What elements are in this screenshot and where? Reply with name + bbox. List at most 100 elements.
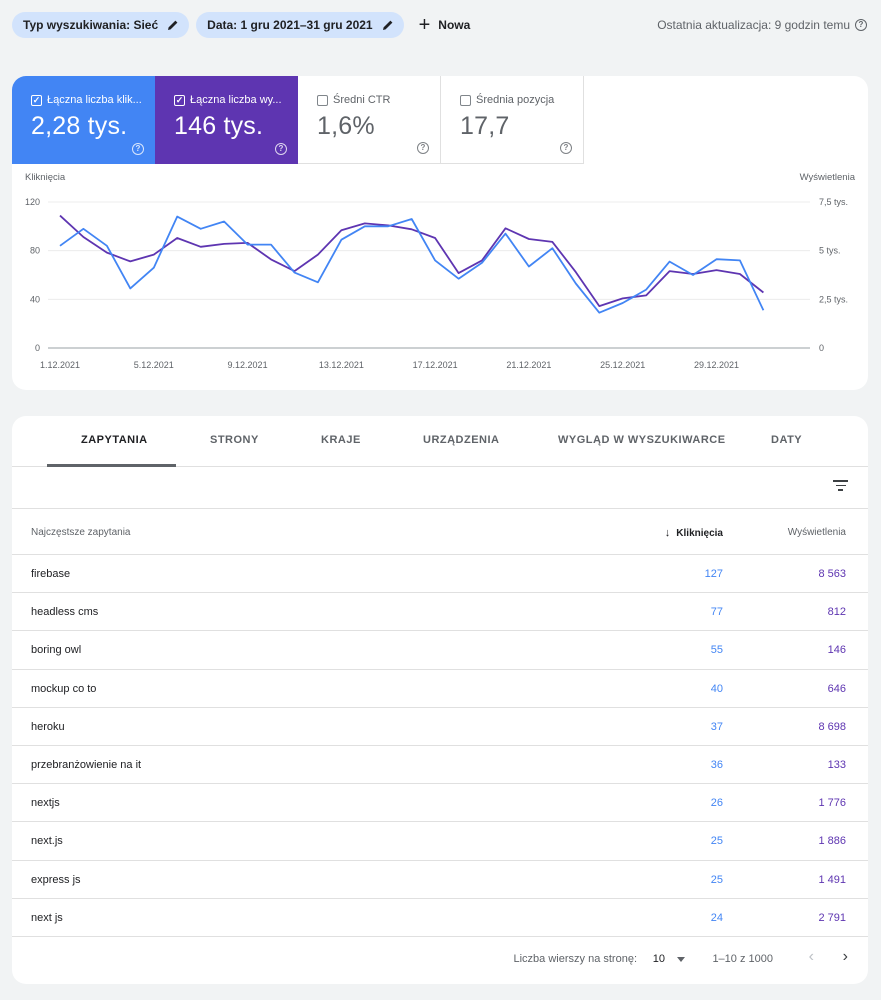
metric-total-clicks[interactable]: ✓ Łączna liczba klik... 2,28 tys. ? bbox=[12, 76, 155, 164]
tab-countries[interactable]: KRAJE bbox=[321, 434, 361, 446]
tab-search-appearance[interactable]: WYGLĄD W WYSZUKIWARCE bbox=[558, 434, 726, 446]
query-cell: nextjs bbox=[31, 797, 60, 810]
search-type-label: Typ wyszukiwania: Sieć bbox=[23, 18, 159, 32]
impressions-cell: 1 776 bbox=[818, 797, 846, 810]
metric-value: 146 tys. bbox=[174, 112, 264, 140]
table-body: firebase 127 8 563 headless cms 77 812 boring … bbox=[12, 555, 868, 937]
metric-average-ctr[interactable]: Średni CTR 1,6% ? bbox=[298, 76, 441, 164]
x-tick-label: 13.12.2021 bbox=[319, 360, 364, 370]
x-tick-label: 21.12.2021 bbox=[506, 360, 551, 370]
help-icon[interactable]: ? bbox=[417, 142, 429, 154]
checkbox-unchecked-icon[interactable] bbox=[460, 94, 471, 106]
pagination-range: 1–10 z 1000 bbox=[712, 953, 773, 965]
x-tick-label: 25.12.2021 bbox=[600, 360, 645, 370]
last-update: Ostatnia aktualizacja: 9 godzin temu ? bbox=[657, 18, 867, 32]
rows-per-page-select[interactable]: 10 bbox=[653, 953, 685, 965]
help-icon[interactable]: ? bbox=[275, 143, 287, 155]
table-row[interactable]: przebranżowienie na it 36 133 bbox=[12, 746, 868, 785]
filter-bar: Typ wyszukiwania: Sieć Data: 1 gru 2021–… bbox=[12, 12, 867, 38]
impressions-cell: 646 bbox=[827, 682, 846, 695]
active-tab-indicator bbox=[47, 464, 176, 467]
right-tick-label: 2,5 tys. bbox=[819, 294, 848, 304]
metric-total-impressions[interactable]: ✓ Łączna liczba wy... 146 tys. ? bbox=[155, 76, 298, 164]
table-row[interactable]: boring owl 55 146 bbox=[12, 631, 868, 670]
rows-per-page-value: 10 bbox=[652, 953, 665, 965]
new-filter-button[interactable]: + Nowa bbox=[419, 15, 471, 35]
right-axis-title: Wyświetlenia bbox=[800, 172, 856, 183]
column-header-clicks[interactable]: ↓ Kliknięcia bbox=[665, 527, 723, 539]
clicks-cell: 77 bbox=[710, 606, 723, 619]
tab-pages[interactable]: STRONY bbox=[210, 434, 259, 446]
query-cell: przebranżowienie na it bbox=[31, 758, 142, 771]
impressions-cell: 8 563 bbox=[818, 568, 846, 580]
edit-icon bbox=[168, 20, 178, 30]
x-tick-label: 5.12.2021 bbox=[134, 360, 174, 370]
table-row[interactable]: nextjs 26 1 776 bbox=[12, 784, 868, 823]
tab-dates[interactable]: DATY bbox=[771, 434, 803, 446]
metric-label: Łączna liczba wy... bbox=[190, 94, 282, 106]
impressions-cell: 2 791 bbox=[818, 911, 846, 924]
impressions-cell: 8 698 bbox=[818, 720, 846, 733]
impressions-cell: 1 491 bbox=[818, 873, 846, 886]
x-tick-label: 9.12.2021 bbox=[228, 360, 268, 370]
metric-value: 2,28 tys. bbox=[31, 112, 128, 140]
clicks-cell: 127 bbox=[704, 568, 723, 580]
clicks-series-line bbox=[59, 215, 765, 314]
next-page-icon[interactable]: › bbox=[842, 948, 848, 965]
left-tick-label: 0 bbox=[35, 343, 40, 353]
clicks-cell: 55 bbox=[710, 644, 723, 657]
help-icon[interactable]: ? bbox=[132, 143, 144, 155]
tab-bar: ZAPYTANIA STRONY KRAJE URZĄDZENIA WYGLĄD… bbox=[12, 416, 868, 467]
previous-page-icon[interactable]: ‹ bbox=[808, 948, 814, 965]
filter-icon[interactable] bbox=[833, 480, 848, 492]
date-chip[interactable]: Data: 1 gru 2021–31 gru 2021 bbox=[196, 12, 404, 38]
table-row[interactable]: next js 24 2 791 bbox=[12, 899, 868, 937]
search-type-chip[interactable]: Typ wyszukiwania: Sieć bbox=[12, 12, 190, 38]
clicks-cell: 36 bbox=[710, 758, 723, 771]
plus-icon: + bbox=[418, 14, 431, 36]
help-icon[interactable]: ? bbox=[855, 19, 867, 31]
rows-per-page-label: Liczba wierszy na stronę: bbox=[513, 953, 638, 965]
metric-value: 17,7 bbox=[460, 112, 510, 140]
right-tick-label: 7,5 tys. bbox=[819, 197, 848, 207]
new-filter-label: Nowa bbox=[438, 18, 471, 32]
table-row[interactable]: headless cms 77 812 bbox=[12, 593, 868, 632]
clicks-cell: 24 bbox=[710, 911, 723, 924]
clicks-cell: 25 bbox=[710, 873, 723, 886]
table-row[interactable]: firebase 127 8 563 bbox=[12, 555, 868, 594]
table-toolbar bbox=[12, 467, 868, 509]
table-row[interactable]: express js 25 1 491 bbox=[12, 861, 868, 899]
column-header-impressions[interactable]: Wyświetlenia bbox=[787, 527, 846, 538]
performance-card: ✓ Łączna liczba klik... 2,28 tys. ? ✓ Łącz… bbox=[12, 76, 868, 390]
dropdown-arrow-icon bbox=[677, 956, 685, 962]
right-tick-label: 5 tys. bbox=[819, 246, 841, 256]
tab-devices[interactable]: URZĄDZENIA bbox=[423, 434, 500, 446]
date-label: Data: 1 gru 2021–31 gru 2021 bbox=[207, 18, 373, 32]
table-row[interactable]: mockup co to 40 646 bbox=[12, 670, 868, 708]
query-cell: next js bbox=[31, 911, 63, 924]
checkbox-checked-icon[interactable]: ✓ bbox=[174, 94, 185, 106]
query-cell: boring owl bbox=[31, 644, 82, 657]
left-tick-label: 120 bbox=[25, 197, 40, 207]
metric-tiles: ✓ Łączna liczba klik... 2,28 tys. ? ✓ Łącz… bbox=[12, 76, 868, 164]
left-tick-label: 40 bbox=[30, 294, 40, 304]
pagination: Liczba wierszy na stronę: 10 1–10 z 1000… bbox=[12, 936, 868, 984]
metric-average-position[interactable]: Średnia pozycja 17,7 ? bbox=[441, 76, 584, 164]
x-tick-label: 1.12.2021 bbox=[40, 360, 80, 370]
query-cell: next.js bbox=[31, 835, 63, 848]
checkbox-checked-icon[interactable]: ✓ bbox=[31, 94, 42, 106]
table-row[interactable]: heroku 37 8 698 bbox=[12, 708, 868, 746]
help-icon[interactable]: ? bbox=[560, 142, 572, 154]
query-cell: firebase bbox=[31, 568, 71, 580]
x-tick-label: 17.12.2021 bbox=[413, 360, 458, 370]
impressions-cell: 1 886 bbox=[818, 835, 846, 848]
tab-queries[interactable]: ZAPYTANIA bbox=[81, 434, 148, 446]
clicks-cell: 40 bbox=[710, 682, 723, 695]
table-row[interactable]: next.js 25 1 886 bbox=[12, 822, 868, 861]
clicks-cell: 37 bbox=[710, 720, 723, 733]
column-header-queries[interactable]: Najczęstsze zapytania bbox=[31, 527, 131, 538]
impressions-cell: 133 bbox=[827, 758, 846, 771]
checkbox-unchecked-icon[interactable] bbox=[317, 94, 328, 106]
queries-table-card: ZAPYTANIA STRONY KRAJE URZĄDZENIA WYGLĄD… bbox=[12, 416, 868, 984]
last-update-text: Ostatnia aktualizacja: 9 godzin temu bbox=[657, 18, 850, 32]
